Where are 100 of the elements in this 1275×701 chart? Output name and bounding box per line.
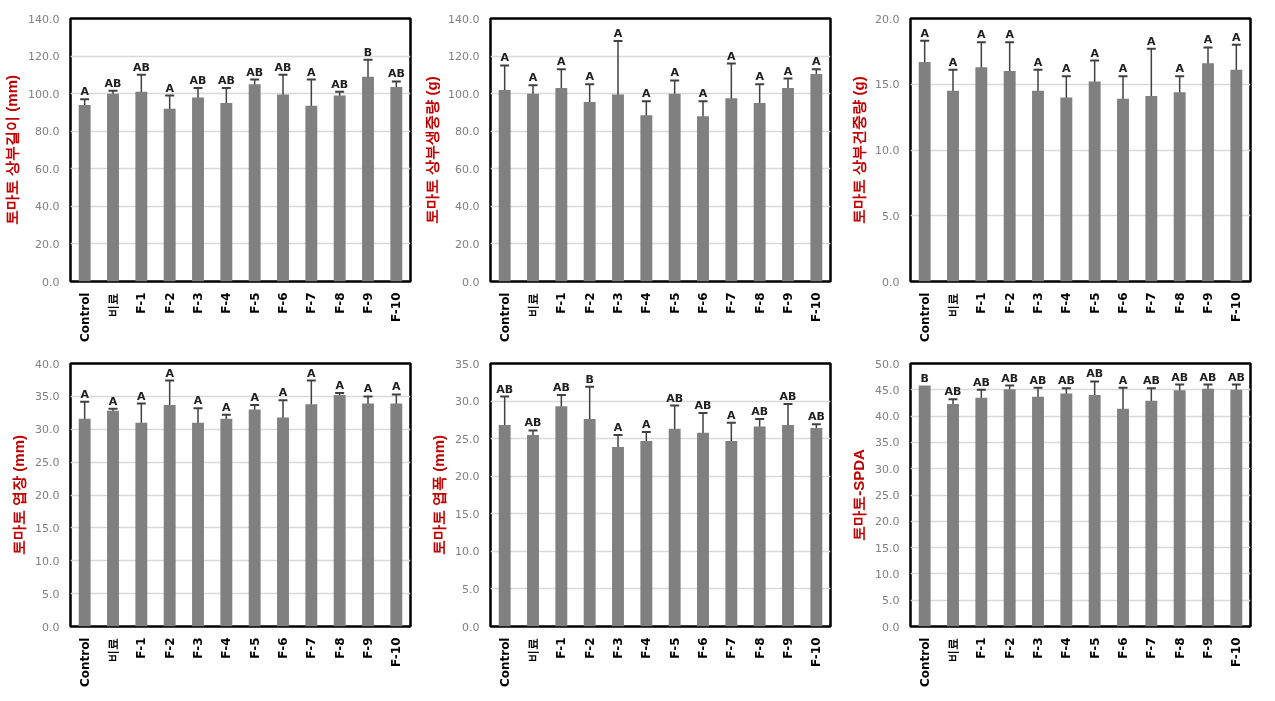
x-tick-label: Control [497, 637, 512, 688]
x-tick-label: F-3 [191, 637, 205, 659]
x-tick-label: F-6 [1116, 292, 1130, 314]
x-tick-label: F-7 [1144, 637, 1159, 659]
annotation: A [165, 81, 175, 95]
x-tick-label: F-4 [1059, 292, 1074, 314]
annotation: A [585, 70, 595, 84]
y-axis-title: 토마토 상부생중량 (g) [423, 76, 441, 224]
annotation: B [920, 371, 929, 385]
x-tick-label: F-2 [582, 292, 597, 314]
annotation: A [1090, 46, 1100, 60]
x-tick-label: Control [917, 292, 932, 343]
x-tick-label: F-3 [611, 637, 625, 659]
annotation: AB [552, 381, 570, 395]
x-tick-label: F-7 [724, 637, 739, 659]
annotation: AB [1001, 371, 1019, 385]
x-tick-label: F-1 [974, 292, 989, 314]
y-tick-label: 60.0 [455, 162, 480, 176]
x-tick-label: F-8 [332, 292, 347, 314]
x-tick-label: F-9 [1201, 292, 1215, 314]
y-tick-label: 25.0 [875, 489, 900, 502]
annotation: AB [1142, 374, 1160, 388]
annotation: A [193, 394, 203, 408]
annotation: AB [1057, 374, 1075, 388]
x-tick-label: F-8 [1172, 637, 1187, 659]
y-tick-label: 30.0 [455, 395, 480, 409]
y-axis-title: 토마토 엽폭 (mm) [430, 435, 448, 555]
annotation: AB [274, 60, 292, 74]
annotation: A [222, 400, 232, 414]
annotation: AB [246, 65, 264, 79]
x-tick-label: 비료 [106, 292, 120, 317]
y-tick-label: 10.0 [875, 567, 900, 581]
y-tick-label: 20.0 [35, 237, 60, 251]
y-tick-label: 100.0 [28, 87, 60, 101]
y-axis-title: 토마토 상부건중량 (g) [850, 76, 868, 224]
x-tick-label: F-3 [1031, 637, 1045, 659]
y-tick-label: 5.0 [42, 587, 60, 601]
x-tick-label: F-4 [639, 637, 654, 659]
annotation: A [335, 379, 345, 393]
annotation: A [1147, 34, 1157, 48]
x-tick-label: F-2 [162, 637, 177, 659]
annotation: AB [217, 74, 235, 88]
x-tick-label: F-4 [219, 292, 234, 314]
x-tick-label: F-8 [1172, 292, 1187, 314]
y-tick-label: 80.0 [35, 125, 60, 139]
x-tick-label: F-10 [389, 637, 404, 668]
annotation: A [1033, 55, 1043, 69]
x-tick-label: F-4 [1059, 637, 1074, 659]
y-tick-label: 5.0 [882, 594, 900, 608]
x-tick-label: F-1 [134, 292, 149, 314]
annotation: A [80, 387, 90, 401]
annotation: AB [387, 67, 405, 81]
annotation: A [137, 389, 147, 403]
x-tick-label: F-5 [1087, 292, 1102, 314]
x-tick-label: F-10 [389, 292, 404, 323]
y-tick-label: 120.0 [28, 50, 60, 64]
annotation: A [80, 85, 90, 99]
x-tick-label: F-5 [667, 292, 682, 314]
x-tick-label: 비료 [526, 637, 540, 662]
annotation: AB [694, 399, 712, 413]
annotation: A [1005, 28, 1015, 42]
y-tick-label: 10.0 [455, 545, 480, 559]
x-tick-label: F-10 [1229, 292, 1244, 323]
x-tick-label: Control [77, 637, 92, 688]
x-tick-label: F-1 [134, 637, 149, 659]
x-tick-label: 비료 [946, 637, 960, 662]
x-tick-label: Control [917, 637, 932, 688]
y-tick-label: 20.0 [875, 515, 900, 529]
x-tick-label: F-9 [1201, 637, 1215, 659]
y-tick-label: 10.0 [35, 554, 60, 568]
x-tick-label: F-1 [974, 637, 989, 659]
y-tick-label: 30.0 [35, 423, 60, 437]
x-tick-label: F-5 [1087, 637, 1102, 659]
x-tick-label: F-2 [1002, 292, 1017, 314]
annotation: A [500, 51, 510, 65]
y-tick-label: 140.0 [28, 12, 60, 26]
y-tick-label: 40.0 [875, 410, 900, 424]
x-tick-label: F-7 [1144, 292, 1159, 314]
y-tick-label: 20.0 [35, 489, 60, 502]
x-tick-label: F-4 [219, 637, 234, 659]
y-tick-label: 40.0 [35, 200, 60, 214]
y-tick-label: 0.0 [42, 275, 60, 289]
annotation: A [392, 380, 402, 394]
annotation: AB [779, 390, 797, 404]
x-tick-label: F-7 [724, 292, 739, 314]
x-tick-label: F-8 [752, 637, 767, 659]
x-tick-label: F-5 [247, 637, 262, 659]
annotation: A [307, 65, 317, 79]
annotation: A [1203, 33, 1213, 47]
annotation: A [307, 366, 317, 380]
annotation: AB [524, 416, 542, 430]
annotation: AB [1227, 370, 1245, 384]
x-tick-label: F-9 [781, 637, 795, 659]
y-tick-label: 60.0 [35, 162, 60, 176]
x-tick-label: F-3 [191, 292, 205, 314]
x-tick-label: F-9 [781, 292, 795, 314]
x-tick-label: Control [77, 292, 92, 343]
annotation: AB [972, 375, 990, 389]
x-tick-label: F-4 [639, 292, 654, 314]
x-tick-label: F-10 [1229, 637, 1244, 668]
